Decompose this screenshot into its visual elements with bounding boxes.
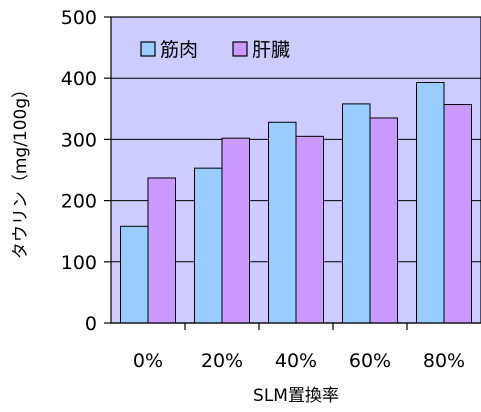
legend-swatch-筋肉 <box>140 41 156 57</box>
y-axis-title: タウリン（mg/100g） <box>11 81 31 259</box>
y-tick-label: 200 <box>61 191 97 213</box>
y-tick-label: 300 <box>61 129 97 151</box>
bar-筋肉-80% <box>416 81 445 324</box>
bar-筋肉-40% <box>268 121 297 324</box>
y-tick-label: 0 <box>85 313 97 335</box>
y-axis-ticks: 0 100 200 300 400 500 <box>61 7 111 335</box>
x-axis-title: SLM置換率 <box>253 386 339 406</box>
bar-肝臓-0% <box>147 177 176 324</box>
legend: 筋肉 肝臓 <box>140 39 290 61</box>
bar-肝臓-20% <box>221 137 250 324</box>
x-tick-label: 60% <box>349 350 391 372</box>
bar-肝臓-80% <box>443 104 472 324</box>
x-tick-label: 0% <box>133 350 163 372</box>
legend-label: 筋肉 <box>160 39 198 61</box>
x-axis-ticks: 0% 20% 40% 60% 80% <box>133 323 465 372</box>
bar-筋肉-20% <box>194 167 223 324</box>
y-tick-label: 100 <box>61 252 97 274</box>
x-tick-label: 20% <box>201 350 243 372</box>
x-tick-label: 40% <box>275 350 317 372</box>
bar-肝臓-60% <box>369 117 398 324</box>
y-tick-label: 400 <box>61 68 97 90</box>
bar-筋肉-0% <box>120 225 149 324</box>
bar-筋肉-60% <box>342 103 371 324</box>
legend-label: 肝臓 <box>252 39 290 61</box>
x-tick-label: 80% <box>423 350 465 372</box>
bars <box>120 81 472 324</box>
y-tick-label: 500 <box>61 7 97 29</box>
legend-swatch-肝臓 <box>232 41 248 57</box>
bar-肝臓-40% <box>295 135 324 324</box>
